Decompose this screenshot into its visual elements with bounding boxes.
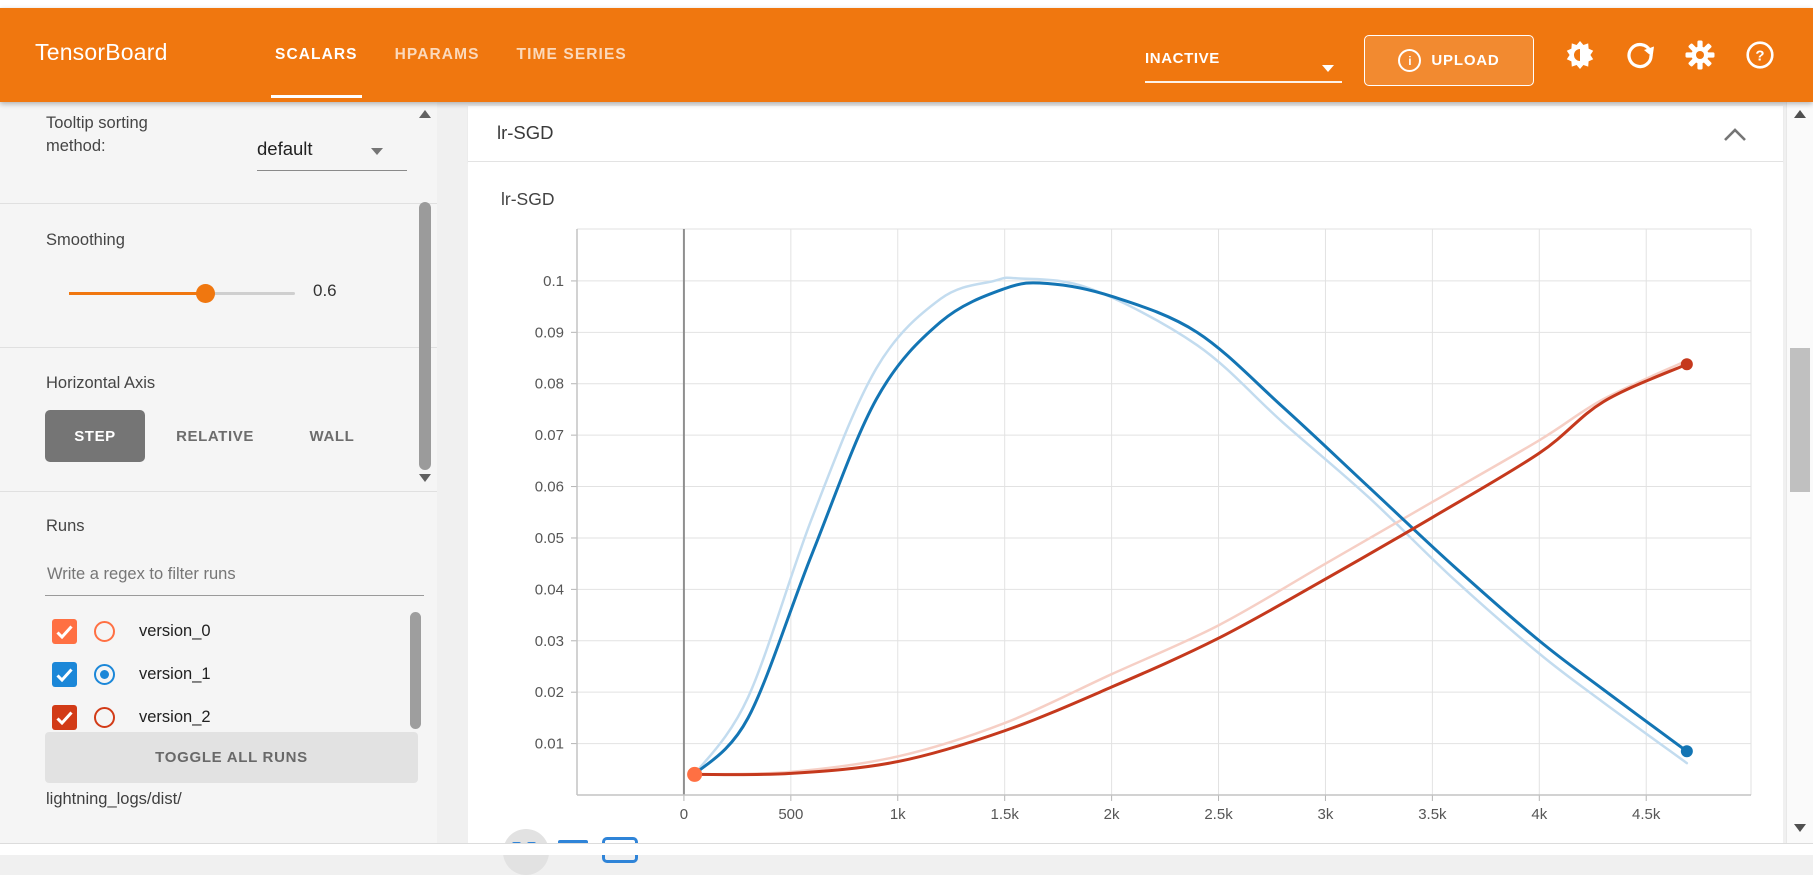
run-row-version-0[interactable]: version_0 — [45, 610, 395, 653]
info-icon: i — [1398, 49, 1422, 72]
run-row-version-1[interactable]: version_1 — [45, 653, 395, 696]
slider-thumb[interactable] — [195, 284, 215, 303]
toggle-all-runs-button[interactable]: TOGGLE ALL RUNS — [45, 732, 418, 783]
log-directory-label: lightning_logs/dist/ — [46, 790, 182, 808]
axis-option-step[interactable]: STEP — [45, 410, 145, 462]
svg-text:4.5k: 4.5k — [1632, 806, 1661, 823]
svg-text:3k: 3k — [1318, 806, 1334, 823]
svg-text:0: 0 — [680, 806, 688, 823]
slider-fill — [69, 292, 205, 295]
bottom-divider — [0, 843, 1813, 844]
category-title: lr-SGD — [497, 122, 554, 143]
main-scrollbar-thumb[interactable] — [1790, 348, 1810, 492]
svg-text:0.09: 0.09 — [535, 324, 564, 341]
scrollbar-down-arrow[interactable] — [419, 474, 431, 482]
svg-text:0.08: 0.08 — [535, 376, 564, 393]
tab-hparams[interactable]: HPARAMS — [394, 46, 480, 63]
collapse-chevron-icon[interactable] — [1720, 120, 1750, 150]
svg-text:4k: 4k — [1531, 806, 1547, 823]
app-title: TensorBoard — [35, 39, 168, 65]
svg-text:1.5k: 1.5k — [991, 806, 1020, 823]
smoothing-label: Smoothing — [46, 231, 125, 249]
svg-text:0.04: 0.04 — [535, 581, 564, 598]
svg-text:?: ? — [1755, 48, 1764, 65]
active-tab-underline — [271, 95, 362, 98]
radio-dot — [100, 670, 109, 679]
runs-label: Runs — [46, 517, 85, 535]
upload-button[interactable]: i UPLOAD — [1364, 35, 1534, 86]
run-radio[interactable] — [94, 707, 115, 728]
run-label: version_2 — [139, 708, 211, 726]
runs-scrollbar-thumb[interactable] — [410, 612, 421, 729]
chevron-down-icon[interactable] — [1322, 65, 1334, 72]
input-underline — [45, 595, 424, 596]
divider — [0, 491, 437, 492]
horizontal-axis-label: Horizontal Axis — [46, 374, 156, 392]
upload-button-label: UPLOAD — [1431, 52, 1500, 69]
run-label: version_1 — [139, 665, 211, 683]
svg-text:0.07: 0.07 — [535, 427, 564, 444]
status-dropdown-value: INACTIVE — [1145, 50, 1220, 67]
smoothing-value: 0.6 — [313, 281, 337, 300]
main-scrollbar[interactable] — [1786, 102, 1813, 843]
smoothing-slider[interactable] — [69, 284, 295, 303]
top-strip — [0, 0, 1813, 8]
bottom-strip — [0, 844, 1813, 855]
help-icon[interactable]: ? — [1743, 38, 1777, 72]
tab-scalars[interactable]: SCALARS — [271, 8, 362, 102]
divider — [0, 203, 437, 204]
run-radio[interactable] — [94, 621, 115, 642]
svg-text:1k: 1k — [890, 806, 906, 823]
chart-title: lr-SGD — [501, 189, 555, 209]
run-checkbox[interactable] — [52, 705, 77, 730]
svg-text:0.1: 0.1 — [543, 273, 564, 290]
refresh-icon[interactable] — [1623, 38, 1657, 72]
scalar-chart-card: lr-SGD 0.01 0.02 0.03 0.04 0.05 0.06 0.07 0.08 0… — [468, 162, 1783, 875]
runs-filter-input[interactable] — [45, 564, 419, 585]
divider — [0, 347, 437, 348]
run-radio-selected[interactable] — [94, 664, 115, 685]
svg-text:0.05: 0.05 — [535, 530, 564, 547]
svg-text:0.06: 0.06 — [535, 479, 564, 496]
svg-text:2.5k: 2.5k — [1204, 806, 1233, 823]
settings-scrollbar-thumb[interactable] — [419, 202, 431, 470]
svg-text:500: 500 — [778, 806, 803, 823]
svg-text:0.03: 0.03 — [535, 633, 564, 650]
category-header-lr-sgd[interactable]: lr-SGD — [468, 106, 1783, 162]
header-icon-group: ? — [1563, 38, 1777, 72]
run-row-version-2[interactable]: version_2 — [45, 696, 395, 739]
status-dropdown[interactable]: INACTIVE — [1145, 8, 1342, 102]
svg-text:2k: 2k — [1104, 806, 1120, 823]
run-checkbox[interactable] — [52, 662, 77, 687]
axis-option-relative[interactable]: RELATIVE — [176, 427, 254, 445]
tab-time-series[interactable]: TIME SERIES — [516, 46, 627, 63]
svg-text:0.01: 0.01 — [535, 736, 564, 753]
lr-sgd-line-chart[interactable]: 0.01 0.02 0.03 0.04 0.05 0.06 0.07 0.08 0.09 0.1 0… — [468, 162, 1783, 843]
settings-gear-icon[interactable] — [1683, 38, 1717, 72]
scrollbar-down-arrow[interactable] — [1794, 824, 1806, 832]
svg-text:3.5k: 3.5k — [1418, 806, 1447, 823]
axis-option-wall[interactable]: WALL — [309, 427, 355, 445]
app-bar: TensorBoard SCALARS HPARAMS TIME SERIES … — [0, 8, 1813, 102]
tooltip-sorting-label: Tooltip sorting method: — [46, 114, 148, 155]
run-label: version_0 — [139, 622, 211, 640]
select-underline — [257, 170, 407, 171]
run-checkbox[interactable] — [52, 619, 77, 644]
chevron-down-icon[interactable] — [371, 148, 383, 155]
tooltip-sorting-select[interactable]: default — [257, 138, 313, 159]
scrollbar-up-arrow[interactable] — [419, 110, 431, 118]
brightness-toggle-icon[interactable] — [1563, 38, 1597, 72]
scrollbar-up-arrow[interactable] — [1794, 110, 1806, 118]
tab-bar: SCALARS HPARAMS TIME SERIES — [271, 8, 627, 102]
settings-sidebar: Tooltip sorting method: default Smoothin… — [0, 102, 437, 843]
status-dropdown-underline — [1145, 81, 1342, 83]
svg-text:0.02: 0.02 — [535, 684, 564, 701]
